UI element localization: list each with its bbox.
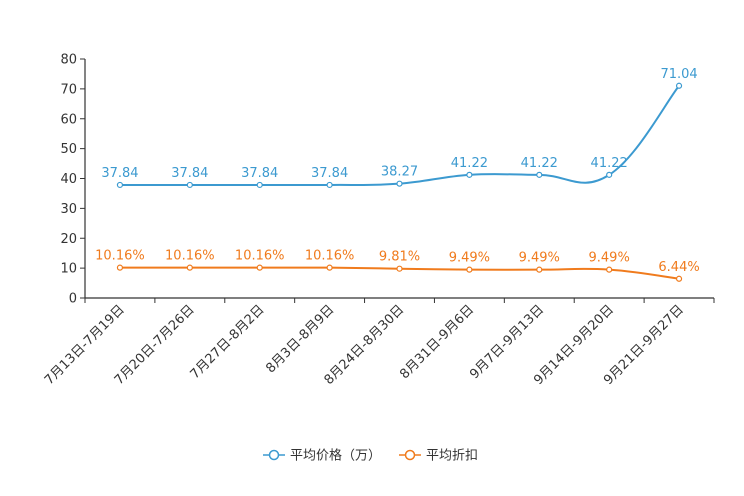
data-label: 37.84 — [171, 166, 208, 181]
data-point — [606, 171, 613, 178]
y-tick-label: 10 — [60, 262, 77, 277]
y-tick-label: 60 — [60, 112, 77, 127]
data-point — [116, 264, 124, 271]
x-tick-label: 7月27日-8月2日 — [188, 302, 268, 382]
data-label: 41.22 — [591, 156, 628, 171]
data-point — [675, 275, 683, 282]
data-label: 10.16% — [235, 249, 285, 264]
y-tick-label: 50 — [60, 142, 77, 157]
legend-item-avg-price[interactable]: 平均价格（万） — [263, 448, 381, 464]
data-point — [186, 264, 193, 271]
data-label: 10.16% — [95, 249, 145, 264]
data-label: 9.49% — [449, 251, 490, 266]
legend-marker-icon — [404, 449, 416, 461]
data-label: 9.49% — [519, 251, 560, 266]
legend-label: 平均折扣 — [426, 449, 478, 464]
data-label: 9.49% — [589, 251, 630, 266]
data-point — [536, 266, 543, 273]
series-avg-price: 37.84 37.84 37.84 37.84 38.27 41.22 41.22 41.22… — [101, 67, 698, 189]
y-tick-label: 0 — [69, 292, 77, 307]
axes: 010203040506070807月13日-7月19日7月20日-7月26日7… — [42, 53, 715, 388]
y-tick-label: 80 — [60, 53, 77, 68]
x-tick-label: 9月7日-9月13日 — [467, 302, 547, 382]
data-label: 71.04 — [660, 67, 697, 82]
data-point — [466, 266, 473, 273]
y-tick-label: 40 — [60, 172, 77, 187]
legend-item-avg-discount[interactable]: 平均折扣 — [399, 449, 478, 464]
series-line — [119, 85, 680, 187]
y-tick-label: 20 — [60, 232, 77, 247]
data-point — [186, 181, 193, 189]
data-point — [536, 171, 543, 178]
data-label: 9.81% — [379, 250, 420, 265]
data-point — [606, 266, 613, 273]
y-tick-label: 30 — [60, 202, 77, 217]
data-point — [326, 264, 333, 271]
x-tick-label: 8月31日-9月6日 — [397, 302, 477, 382]
legend-label: 平均价格（万） — [290, 448, 381, 464]
data-label: 10.16% — [165, 249, 215, 264]
data-label: 37.84 — [101, 166, 138, 181]
data-label: 37.84 — [241, 166, 278, 181]
data-point — [396, 180, 403, 187]
data-label: 38.27 — [381, 165, 418, 180]
y-tick-label: 70 — [60, 82, 77, 97]
data-point — [466, 171, 473, 178]
data-point — [675, 82, 683, 89]
data-point — [256, 264, 263, 271]
data-point — [116, 181, 124, 189]
data-label: 10.16% — [305, 249, 355, 264]
legend[interactable]: 平均价格（万） 平均折扣 — [263, 448, 478, 464]
data-label: 37.84 — [311, 166, 348, 181]
data-point — [396, 265, 403, 272]
x-tick-label: 8月3日-8月9日 — [263, 302, 337, 376]
data-point — [326, 181, 333, 189]
data-label: 41.22 — [451, 156, 488, 171]
series-avg-discount: 10.16% 10.16% 10.16% 10.16% 9.81% 9.49% 9.49% 9… — [95, 249, 700, 282]
data-label: 6.44% — [658, 260, 699, 275]
legend-marker-icon — [268, 449, 280, 461]
series-layer: 37.84 37.84 37.84 37.84 38.27 41.22 41.22 41.22… — [95, 67, 700, 282]
data-label: 41.22 — [521, 156, 558, 171]
data-point — [256, 181, 263, 189]
